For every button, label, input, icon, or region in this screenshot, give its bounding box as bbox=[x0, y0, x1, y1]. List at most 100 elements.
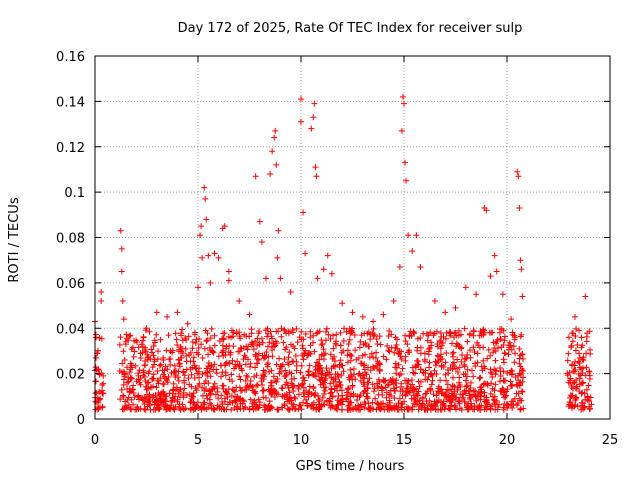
data-point bbox=[358, 332, 365, 339]
data-point bbox=[273, 328, 280, 335]
data-point bbox=[282, 330, 289, 337]
x-tick-label: 15 bbox=[396, 433, 413, 448]
data-point bbox=[496, 378, 503, 385]
data-point bbox=[427, 405, 434, 412]
data-point bbox=[566, 399, 573, 406]
data-point bbox=[500, 368, 507, 375]
data-point bbox=[439, 390, 446, 397]
data-point bbox=[165, 332, 172, 339]
data-point bbox=[426, 359, 433, 366]
data-point bbox=[427, 329, 434, 336]
data-point bbox=[142, 406, 149, 413]
data-point bbox=[256, 218, 263, 225]
data-point bbox=[449, 390, 456, 397]
data-point bbox=[124, 379, 131, 386]
data-point bbox=[470, 387, 477, 394]
data-point bbox=[424, 337, 431, 344]
data-point bbox=[470, 332, 477, 339]
data-point bbox=[199, 371, 206, 378]
data-point bbox=[579, 389, 586, 396]
data-point bbox=[151, 358, 158, 365]
data-point bbox=[292, 395, 299, 402]
data-point bbox=[193, 365, 200, 372]
data-point bbox=[227, 399, 234, 406]
data-point bbox=[429, 372, 436, 379]
data-point bbox=[200, 399, 207, 406]
data-point bbox=[268, 392, 275, 399]
data-point bbox=[204, 337, 211, 344]
data-point bbox=[450, 353, 457, 360]
data-point bbox=[410, 385, 417, 392]
data-point bbox=[332, 363, 339, 370]
data-point bbox=[313, 330, 320, 337]
data-point bbox=[352, 405, 359, 412]
data-point bbox=[565, 334, 572, 341]
data-point bbox=[270, 373, 277, 380]
data-point bbox=[352, 347, 359, 354]
axis-ticks: 0 0.02 0.04 0.06 0.08 0.1 0.12 0.14 0.16 0 5 10 15 20… bbox=[56, 50, 618, 448]
data-point bbox=[583, 350, 590, 357]
data-point bbox=[234, 403, 241, 410]
data-point bbox=[147, 356, 154, 363]
data-point bbox=[272, 338, 279, 345]
data-point bbox=[464, 382, 471, 389]
data-point bbox=[488, 370, 495, 377]
data-point bbox=[167, 355, 174, 362]
data-point bbox=[420, 394, 427, 401]
data-point bbox=[337, 382, 344, 389]
data-point bbox=[273, 161, 280, 168]
data-point bbox=[454, 386, 461, 393]
y-tick-label: 0.14 bbox=[56, 95, 85, 110]
data-point bbox=[252, 390, 259, 397]
data-point bbox=[452, 365, 459, 372]
data-point bbox=[175, 390, 182, 397]
data-point bbox=[120, 316, 127, 323]
data-point bbox=[136, 379, 143, 386]
data-point bbox=[272, 377, 279, 384]
data-point bbox=[264, 361, 271, 368]
data-point bbox=[179, 326, 186, 333]
data-point bbox=[500, 356, 507, 363]
data-point bbox=[447, 406, 454, 413]
data-point bbox=[583, 333, 590, 340]
data-point bbox=[426, 397, 433, 404]
data-point bbox=[385, 381, 392, 388]
data-point bbox=[471, 406, 478, 413]
data-point bbox=[456, 364, 463, 371]
data-point bbox=[188, 398, 195, 405]
data-point bbox=[572, 395, 579, 402]
data-point bbox=[398, 355, 405, 362]
data-point bbox=[247, 360, 254, 367]
data-point bbox=[365, 379, 372, 386]
data-point bbox=[187, 406, 194, 413]
data-point bbox=[422, 358, 429, 365]
data-point bbox=[319, 377, 326, 384]
data-point bbox=[578, 344, 585, 351]
data-point bbox=[310, 339, 317, 346]
data-point bbox=[253, 382, 260, 389]
data-point bbox=[278, 333, 285, 340]
data-point bbox=[299, 381, 306, 388]
data-point bbox=[118, 369, 125, 376]
data-point bbox=[499, 291, 506, 298]
data-point bbox=[204, 373, 211, 380]
data-point bbox=[252, 338, 259, 345]
data-point bbox=[305, 350, 312, 357]
data-point bbox=[477, 374, 484, 381]
data-point bbox=[415, 361, 422, 368]
data-point bbox=[93, 389, 100, 396]
data-point bbox=[453, 406, 460, 413]
data-point bbox=[270, 343, 277, 350]
data-point bbox=[236, 396, 243, 403]
data-point bbox=[576, 375, 583, 382]
data-point bbox=[289, 329, 296, 336]
data-point bbox=[514, 168, 521, 175]
data-point bbox=[117, 334, 124, 341]
data-point bbox=[155, 402, 162, 409]
data-point bbox=[459, 352, 466, 359]
data-point bbox=[402, 388, 409, 395]
data-point bbox=[478, 363, 485, 370]
data-point bbox=[284, 382, 291, 389]
y-tick-label: 0.02 bbox=[56, 368, 85, 383]
data-point bbox=[565, 403, 572, 410]
